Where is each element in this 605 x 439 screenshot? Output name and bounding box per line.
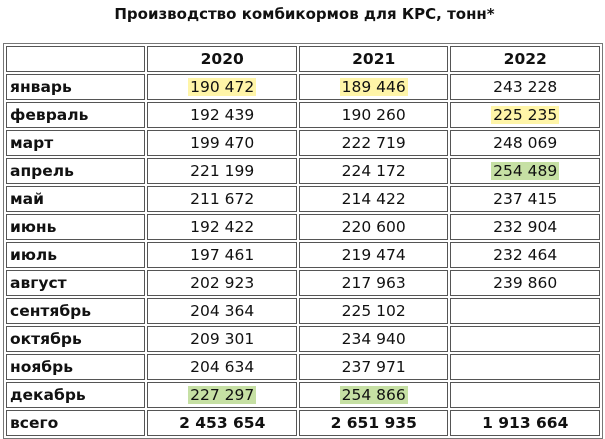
- cell: 221 199: [147, 158, 297, 184]
- cell: 217 963: [298, 270, 449, 296]
- cell: 220 600: [298, 214, 449, 240]
- page: Производство комбикормов для КРС, тонн* …: [3, 5, 603, 439]
- cell: 190 472: [147, 74, 297, 100]
- header-cell: 2021: [298, 46, 449, 72]
- cell: [450, 382, 600, 408]
- cell: 199 470: [147, 130, 297, 156]
- cell: 243 228: [450, 74, 600, 100]
- header-row: 2020 2021 2022: [6, 46, 600, 72]
- cell: 202 923: [147, 270, 297, 296]
- table-row: октябрь 209 301 234 940: [6, 326, 600, 352]
- row-label: всего: [6, 410, 146, 436]
- cell: 209 301: [147, 326, 297, 352]
- highlighted-value: 227 297: [188, 386, 257, 404]
- cell: 1 913 664: [450, 410, 600, 436]
- highlighted-value: 189 446: [339, 78, 408, 96]
- cell: 232 904: [450, 214, 600, 240]
- cell: 237 971: [298, 354, 449, 380]
- cell: 214 422: [298, 186, 449, 212]
- row-label: март: [6, 130, 146, 156]
- cell: 225 102: [298, 298, 449, 324]
- highlighted-value: 254 489: [491, 162, 560, 180]
- table-row: август 202 923 217 963 239 860: [6, 270, 600, 296]
- table-row: январь 190 472 189 446 243 228: [6, 74, 600, 100]
- row-label: июнь: [6, 214, 146, 240]
- table-row: март 199 470 222 719 248 069: [6, 130, 600, 156]
- row-label: август: [6, 270, 146, 296]
- table-row: июль 197 461 219 474 232 464: [6, 242, 600, 268]
- cell: 204 364: [147, 298, 297, 324]
- cell: 222 719: [298, 130, 449, 156]
- cell: 224 172: [298, 158, 449, 184]
- row-label: сентябрь: [6, 298, 146, 324]
- cell: 248 069: [450, 130, 600, 156]
- header-cell: 2022: [450, 46, 600, 72]
- table-row: ноябрь 204 634 237 971: [6, 354, 600, 380]
- cell: [450, 298, 600, 324]
- table-row: декабрь 227 297 254 866: [6, 382, 600, 408]
- row-label: январь: [6, 74, 146, 100]
- row-label: февраль: [6, 102, 146, 128]
- cell: 190 260: [298, 102, 449, 128]
- cell: 211 672: [147, 186, 297, 212]
- cell: 189 446: [298, 74, 449, 100]
- table-row: февраль 192 439 190 260 225 235: [6, 102, 600, 128]
- cell: 234 940: [298, 326, 449, 352]
- cell: 197 461: [147, 242, 297, 268]
- highlighted-value: 190 472: [188, 78, 257, 96]
- table-row: июнь 192 422 220 600 232 904: [6, 214, 600, 240]
- title: Производство комбикормов для КРС, тонн*: [114, 5, 495, 23]
- header-cell: [6, 46, 146, 72]
- header-cell: 2020: [147, 46, 297, 72]
- data-table: 2020 2021 2022 январь 190 472 189 446 243 228…: [3, 43, 603, 439]
- cell: 232 464: [450, 242, 600, 268]
- table-row: май 211 672 214 422 237 415: [6, 186, 600, 212]
- row-label: апрель: [6, 158, 146, 184]
- cell: 239 860: [450, 270, 600, 296]
- row-label: октябрь: [6, 326, 146, 352]
- cell: 254 866: [298, 382, 449, 408]
- cell: 227 297: [147, 382, 297, 408]
- row-label: июль: [6, 242, 146, 268]
- highlighted-value: 254 866: [339, 386, 408, 404]
- cell: 2 651 935: [298, 410, 449, 436]
- highlighted-value: 225 235: [491, 106, 560, 124]
- table-row: апрель 221 199 224 172 254 489: [6, 158, 600, 184]
- cell: 204 634: [147, 354, 297, 380]
- table-row: сентябрь 204 364 225 102: [6, 298, 600, 324]
- cell: [450, 354, 600, 380]
- cell: [450, 326, 600, 352]
- cell: 254 489: [450, 158, 600, 184]
- row-label: май: [6, 186, 146, 212]
- cell: 219 474: [298, 242, 449, 268]
- cell: 192 422: [147, 214, 297, 240]
- cell: 237 415: [450, 186, 600, 212]
- row-label: декабрь: [6, 382, 146, 408]
- cell: 225 235: [450, 102, 600, 128]
- row-label: ноябрь: [6, 354, 146, 380]
- cell: 2 453 654: [147, 410, 297, 436]
- cell: 192 439: [147, 102, 297, 128]
- total-row: всего 2 453 654 2 651 935 1 913 664: [6, 410, 600, 436]
